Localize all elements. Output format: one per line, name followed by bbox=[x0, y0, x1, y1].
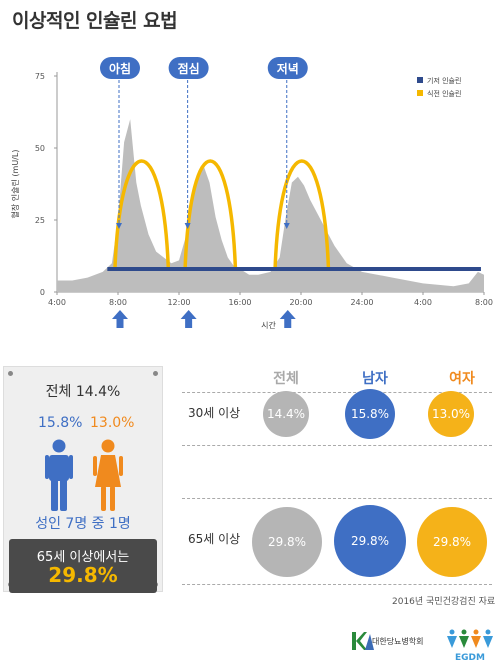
legend-swatch-basal bbox=[417, 77, 423, 83]
row-label-65: 65세 이상 bbox=[188, 532, 241, 546]
prandial-insulin-curve bbox=[183, 159, 238, 271]
arrow-head-icon bbox=[184, 222, 191, 229]
female-percent: 13.0% bbox=[90, 415, 135, 431]
egdm-figures-icon: EGDM bbox=[447, 629, 493, 663]
meal-label: 저녁 bbox=[277, 61, 299, 76]
x-tick-label: 12:00 bbox=[167, 298, 190, 307]
page-title: 이상적인 인슐린 요법 bbox=[12, 10, 178, 32]
x-tick-label: 4:00 bbox=[414, 298, 432, 307]
total-prevalence: 전체 14.4% bbox=[45, 384, 121, 400]
divider bbox=[182, 392, 492, 393]
meal-label: 점심 bbox=[178, 61, 200, 76]
y-tick-label: 25 bbox=[35, 216, 45, 225]
egdm-logo-text: EGDM bbox=[455, 653, 485, 662]
legend-label-prandial: 식전 인슐린 bbox=[427, 89, 461, 98]
egdm-logo: EGDM bbox=[446, 628, 494, 666]
meal-up-arrow-icon bbox=[279, 310, 296, 328]
bubble-65-female: 29.8% bbox=[417, 507, 487, 577]
prandial-insulin-curve bbox=[113, 159, 171, 271]
x-tick-label: 16:00 bbox=[228, 298, 251, 307]
male-figure-icon bbox=[45, 439, 73, 511]
kda-logo: 대한당뇨병학회 bbox=[352, 630, 424, 658]
prandial-insulin-curve bbox=[273, 159, 331, 271]
y-tick-label: 75 bbox=[35, 72, 45, 81]
meal-up-arrow-icon bbox=[112, 310, 128, 328]
y-axis-label: 혈장 인슐린 (mU/L) bbox=[10, 150, 20, 219]
bubble-65-male: 29.8% bbox=[334, 505, 406, 577]
x-tick-label: 8:00 bbox=[109, 298, 127, 307]
header-female: 여자 bbox=[449, 371, 475, 387]
meal-label-pill bbox=[267, 57, 308, 79]
x-tick-label: 20:00 bbox=[289, 298, 312, 307]
header-male: 남자 bbox=[362, 371, 388, 387]
pin-icon bbox=[8, 371, 13, 376]
arrow-head-icon bbox=[116, 222, 122, 229]
header-total: 전체 bbox=[273, 371, 299, 387]
ratio-text: 성인 7명 중 1명 bbox=[35, 516, 131, 532]
legend-label-basal: 기저 인슐린 bbox=[427, 76, 461, 85]
insulin-chart: 0 25 50 75 혈장 인슐린 (mU/L) 4:00 8:00 12:00 16:00 20… bbox=[10, 57, 493, 330]
kda-logo-text: 대한당뇨병학회 bbox=[372, 637, 424, 646]
divider bbox=[182, 445, 492, 446]
arrow-head-icon bbox=[283, 222, 290, 229]
bubble-30-total: 14.4% bbox=[263, 391, 309, 437]
x-axis-label: 시간 bbox=[261, 320, 276, 330]
elder-label: 65세 이상에서는 bbox=[36, 550, 130, 565]
meal-up-arrow-icon bbox=[180, 310, 197, 328]
female-figure-icon bbox=[93, 439, 123, 511]
row-label-30: 30세 이상 bbox=[188, 406, 241, 420]
x-tick-label: 4:00 bbox=[48, 298, 66, 307]
legend-swatch-prandial bbox=[417, 90, 423, 96]
pin-icon bbox=[153, 371, 158, 376]
summary-card: 전체 14.4% 15.8% 13.0% 성인 7명 중 1명 65세 이상에서… bbox=[3, 366, 163, 593]
meal-label: 아침 bbox=[109, 61, 131, 76]
divider bbox=[182, 584, 492, 585]
elder-panel: 65세 이상에서는 29.8% bbox=[9, 539, 157, 593]
male-percent: 15.8% bbox=[38, 415, 83, 431]
y-tick-label: 0 bbox=[40, 288, 45, 297]
divider bbox=[182, 498, 492, 499]
x-tick-label: 24:00 bbox=[350, 298, 373, 307]
kda-logo-icon bbox=[352, 632, 374, 650]
bubble-65-total: 29.8% bbox=[252, 507, 322, 577]
bubble-30-male: 15.8% bbox=[345, 389, 395, 439]
y-tick-label: 50 bbox=[35, 144, 45, 153]
meal-label-pill bbox=[100, 57, 140, 79]
meal-label-pill bbox=[168, 57, 209, 79]
x-tick-label: 8:00 bbox=[475, 298, 493, 307]
source-note: 2016년 국민건강검진 자료 bbox=[392, 597, 496, 607]
elder-percent: 29.8% bbox=[48, 563, 118, 587]
physiological-insulin-area bbox=[57, 119, 484, 292]
bubble-30-female: 13.0% bbox=[428, 391, 474, 437]
